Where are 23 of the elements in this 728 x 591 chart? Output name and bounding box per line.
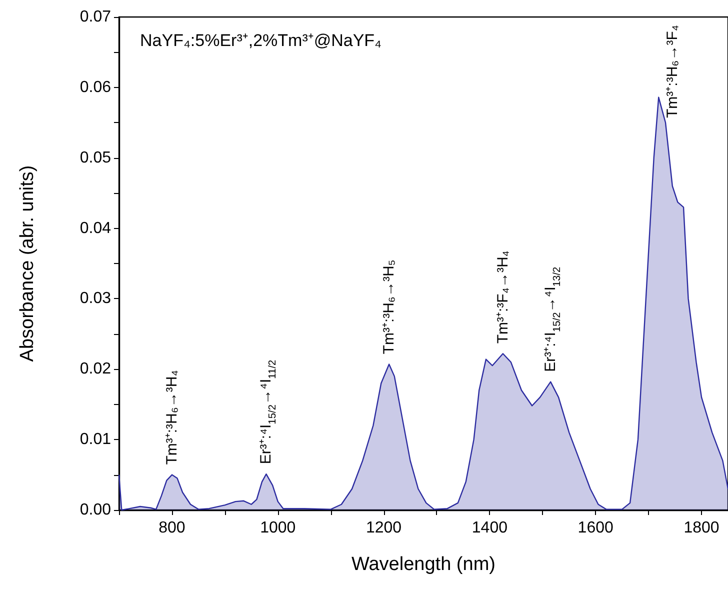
y-tick-label: 0.02 <box>80 360 112 378</box>
y-tick-label: 0.07 <box>80 8 112 26</box>
x-tick-label: 1200 <box>366 520 402 536</box>
x-tick-label: 800 <box>158 520 186 536</box>
y-tick-label: 0.06 <box>80 78 112 96</box>
text: NaYF₄:5%Er³⁺,2%Tm³⁺@NaYF₄ <box>140 31 382 50</box>
x-axis-title: Wavelength (nm) <box>352 554 496 575</box>
y-axis-title: Absorbance (abr. units) <box>17 165 38 362</box>
annotation: Er³⁺:⁴I15/2→⁴I11/2 <box>258 359 279 464</box>
x-tick-label: 1000 <box>260 520 296 536</box>
annotation: Tm³⁺:³H₆→³H₅ <box>380 260 398 354</box>
y-tick-label: 0.03 <box>80 290 112 308</box>
y-tick-label: 0.05 <box>80 149 112 166</box>
y-tick-label: 0.01 <box>80 431 112 448</box>
x-tick-label: 1600 <box>578 520 614 536</box>
annotation: Tm³⁺:³H₆→³H₄ <box>163 370 180 465</box>
annotation: Tm³⁺:³H₆→³F₄ <box>664 24 682 118</box>
x-tick-label: 1800 <box>684 520 720 536</box>
y-tick-label: 0.00 <box>80 502 112 518</box>
annotation: Tm³⁺:³F₄→³H₄ <box>494 250 512 344</box>
annotation: Er³⁺:⁴I15/2→⁴I13/2 <box>542 266 564 372</box>
x-tick-label: 1400 <box>472 520 508 536</box>
y-tick-label: 0.04 <box>80 220 112 237</box>
